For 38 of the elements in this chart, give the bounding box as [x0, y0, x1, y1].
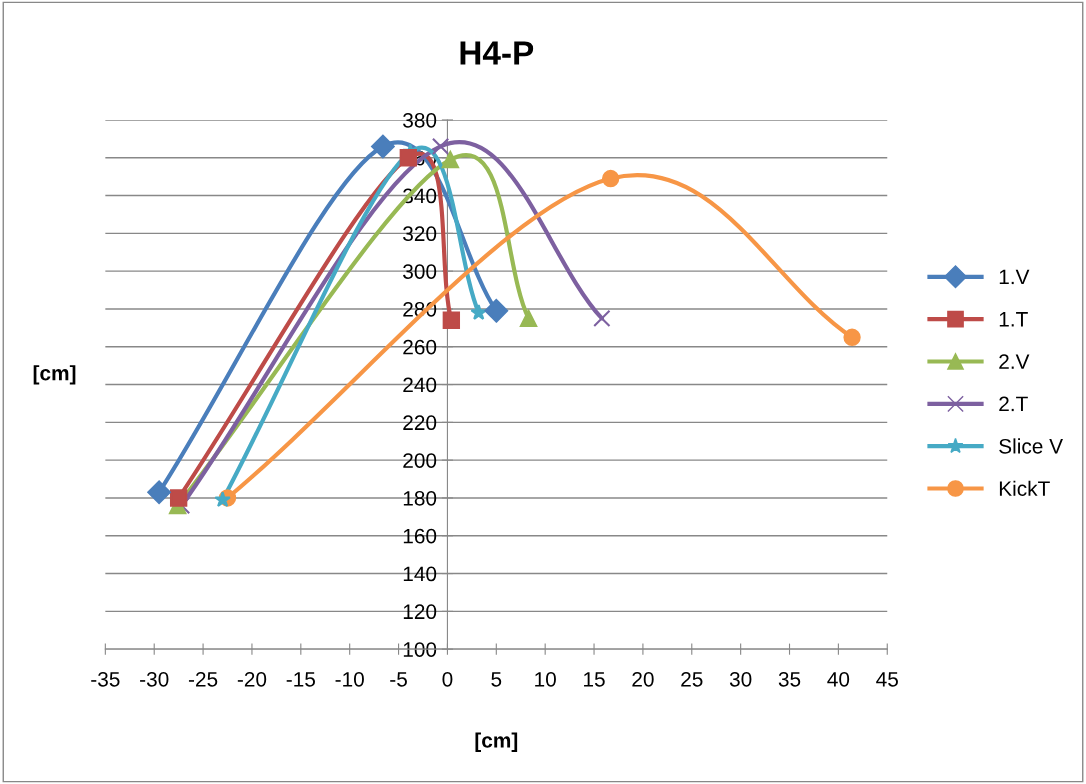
y-tick-label: 300 — [403, 264, 437, 279]
x-tick-label: 5 — [491, 672, 502, 687]
y-tick-label: 140 — [403, 566, 437, 582]
legend-label: 2.V — [999, 354, 1030, 369]
x-tick-label: -15 — [286, 672, 316, 687]
x-tick-label: 40 — [827, 671, 850, 687]
x-tick-label: 10 — [535, 671, 556, 687]
x-tick-label: -25 — [188, 671, 218, 687]
y-tick-label: 260 — [403, 339, 437, 355]
y-tick-label: 120 — [403, 604, 437, 620]
x-tick-label: 45 — [876, 672, 898, 687]
x-tick-label: -30 — [140, 671, 169, 687]
y-tick-label: 220 — [403, 415, 437, 431]
x-tick-label: -20 — [237, 671, 267, 687]
legend-label: 1.V — [999, 269, 1030, 285]
chart-title: H4-P — [460, 41, 534, 65]
x-tick-label: 15 — [584, 672, 605, 687]
y-axis-title: [cm] — [33, 365, 76, 385]
x-tick-label: 30 — [729, 671, 752, 687]
y-tick-label: 200 — [403, 453, 437, 468]
x-axis-title: [cm] — [475, 732, 518, 752]
x-tick-label: -10 — [335, 671, 364, 687]
y-tick-label: 100 — [403, 642, 437, 657]
y-tick-label: 320 — [403, 226, 437, 242]
y-tick-label: 180 — [403, 490, 437, 506]
x-tick-label: 35 — [778, 671, 801, 687]
legend-label: 2.T — [999, 396, 1028, 412]
x-tick-label: -35 — [91, 671, 120, 687]
x-tick-label: 0 — [442, 671, 453, 687]
y-tick-label: 240 — [403, 377, 437, 393]
x-tick-label: -5 — [390, 672, 407, 687]
x-tick-label: 25 — [681, 671, 703, 687]
y-tick-label: 160 — [403, 528, 437, 544]
y-tick-label: 380 — [403, 112, 437, 128]
x-tick-label: 20 — [632, 671, 654, 687]
legend-label: 1.T — [999, 312, 1028, 327]
legend-label: Slice V — [999, 438, 1063, 454]
legend-label: KickT — [999, 480, 1050, 496]
